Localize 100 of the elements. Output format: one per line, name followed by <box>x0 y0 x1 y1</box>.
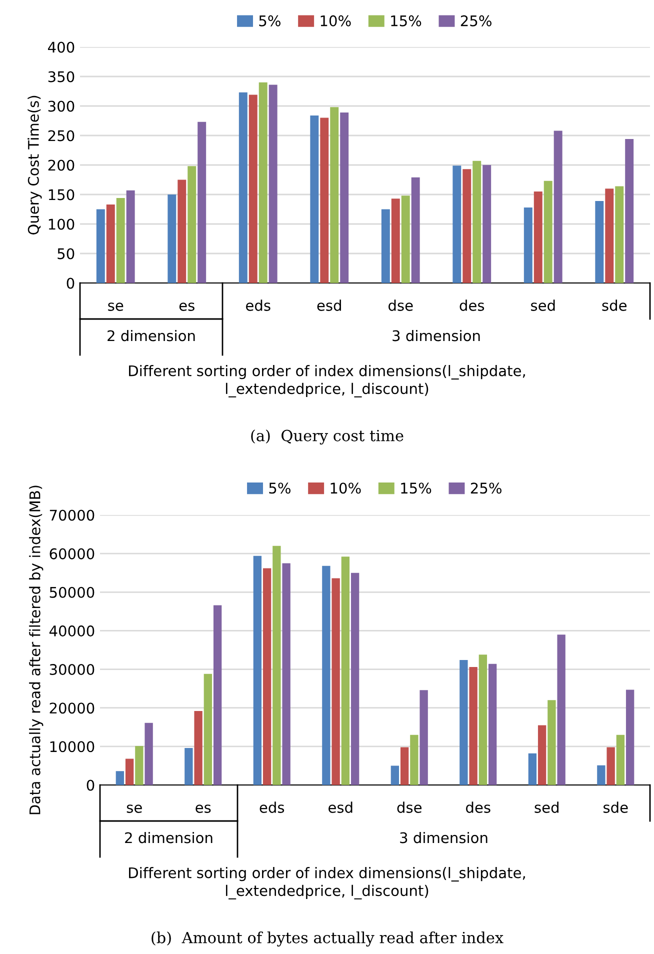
y-tick-label: 30000 <box>50 664 94 676</box>
y-tick-label: 150 <box>48 189 74 200</box>
bar <box>595 200 604 283</box>
bar <box>400 747 409 785</box>
bar <box>135 746 144 785</box>
x-tick-label: sed <box>534 802 558 813</box>
bar <box>310 115 319 283</box>
bar <box>615 186 624 283</box>
bar <box>605 188 614 283</box>
x-tick-label: eds <box>246 300 270 311</box>
bar <box>478 654 488 785</box>
y-tick-label: 70000 <box>50 510 94 521</box>
bar <box>557 634 566 785</box>
bar <box>597 765 606 785</box>
bar <box>322 566 330 785</box>
bar <box>248 94 258 283</box>
y-tick-label: 50 <box>58 248 74 260</box>
y-tick-label: 400 <box>48 42 74 53</box>
y-tick-label: 100 <box>48 218 74 230</box>
x-tick-label: des <box>466 802 490 813</box>
bar <box>616 734 625 785</box>
y-axis-title: Query Cost Time(s) <box>28 96 42 235</box>
bar <box>320 118 329 283</box>
bar <box>460 660 468 785</box>
bar <box>330 107 339 283</box>
x-tick-label: sed <box>531 300 555 311</box>
bar <box>204 674 212 785</box>
x-tick-label: sde <box>604 802 628 813</box>
bar <box>626 690 634 785</box>
bar <box>625 139 634 283</box>
y-tick-label: 0 <box>86 780 94 791</box>
bar <box>332 578 340 785</box>
legend-label: 15% <box>391 15 422 26</box>
text: 3 dimension <box>392 330 480 342</box>
bar <box>524 207 532 283</box>
bar <box>184 748 193 785</box>
bar <box>116 771 124 785</box>
bar <box>554 130 562 283</box>
bar <box>482 165 492 283</box>
legend-label: 10% <box>320 15 351 26</box>
bar <box>410 734 418 785</box>
bar <box>198 122 206 283</box>
text: (b) Amount of bytes actually read after index <box>152 932 504 946</box>
y-tick-label: 60000 <box>50 548 94 560</box>
bar <box>144 722 153 785</box>
y-tick-label: 20000 <box>50 702 94 714</box>
bar <box>178 180 186 283</box>
legend-label: 10% <box>330 482 361 494</box>
bar <box>350 572 360 785</box>
bar <box>282 563 290 785</box>
text: 2 dimension <box>125 832 212 844</box>
x-tick-label: des <box>460 300 484 311</box>
bar <box>462 169 472 283</box>
bar <box>548 700 556 785</box>
x-tick-label: se <box>126 804 142 813</box>
bar <box>213 605 222 785</box>
y-tick-label: 300 <box>48 100 74 112</box>
x-tick-label: sde <box>602 300 627 311</box>
legend-label: 5% <box>259 15 280 26</box>
bar <box>96 209 105 283</box>
bar <box>262 568 272 785</box>
legend-label: 15% <box>401 482 432 494</box>
bar <box>411 177 420 283</box>
bar <box>116 198 125 283</box>
bar <box>534 192 542 283</box>
x-tick-label: dse <box>388 300 413 311</box>
bar <box>268 84 278 283</box>
x-axis-title: Different sorting order of index dimensions(l_shipdate, l_extendedprice, l_discount) <box>129 365 525 398</box>
bar <box>528 753 537 785</box>
bar <box>390 766 400 785</box>
y-tick-label: 10000 <box>50 741 94 752</box>
legend-label: 25% <box>460 15 492 26</box>
x-tick-label: esd <box>328 802 352 813</box>
y-tick-label: 0 <box>66 278 74 289</box>
bar <box>188 166 196 283</box>
x-tick-label: esd <box>317 300 341 311</box>
y-tick-label: 40000 <box>49 625 94 636</box>
bar <box>544 180 552 283</box>
bar <box>272 546 281 785</box>
bar <box>381 209 390 283</box>
bar <box>472 160 482 283</box>
bar <box>340 112 349 283</box>
x-tick-label: se <box>108 302 124 311</box>
bar <box>488 664 497 785</box>
bar <box>606 747 615 785</box>
bar <box>452 166 462 283</box>
bar <box>125 758 134 785</box>
bar <box>168 194 176 283</box>
bar <box>341 556 350 785</box>
text: (a) Query cost time <box>251 430 404 444</box>
y-axis-title: Data actually read after filtered by index(MB) <box>29 486 44 814</box>
bar <box>401 196 410 283</box>
y-tick-label: 250 <box>48 130 74 142</box>
legend-label: 5% <box>269 482 290 494</box>
y-tick-label: 350 <box>48 71 74 82</box>
bar <box>258 82 268 283</box>
bar <box>420 690 428 785</box>
bar <box>106 204 115 283</box>
bar <box>253 556 262 785</box>
bar <box>238 92 248 283</box>
